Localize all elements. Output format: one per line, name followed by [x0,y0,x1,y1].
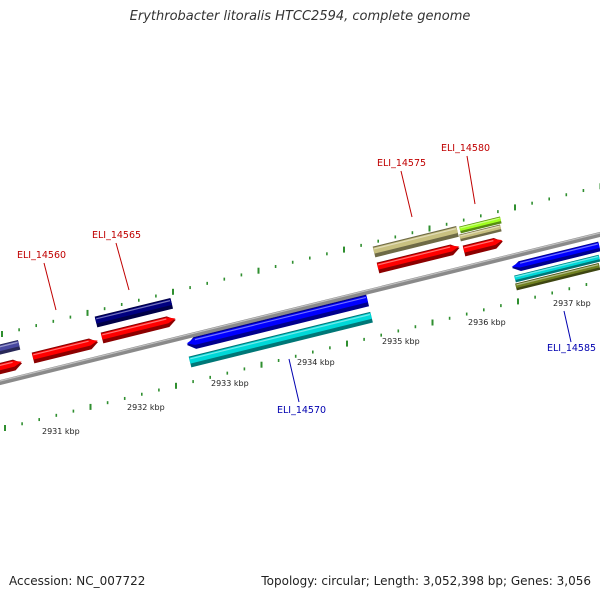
scale-label-2936: 2936 kbp [468,318,506,327]
feature-red-eli-14580 [462,237,503,257]
scale-label-2935: 2935 kbp [382,337,420,346]
accession-label: Accession: NC_007722 [9,574,146,588]
gene-label-eli-14580: ELI_14580 [441,143,490,154]
scale-label-2934: 2934 kbp [297,358,335,367]
scale-label-2931: 2931 kbp [42,427,80,436]
feature-blue-eli-14585 [511,241,600,271]
feature-khaki-eli-14580 [459,224,502,242]
leader-eli-14585 [563,310,572,343]
scale-labels: 2931 kbp 2932 kbp 2933 kbp 2934 kbp 2935… [42,299,591,436]
feature-blue-eli-14570 [186,294,370,349]
leader-eli-14565 [115,242,130,291]
feature-slate-left [0,339,21,357]
tick-row-outer [1,183,600,337]
feature-khaki-eli-14575 [372,226,459,258]
gene-label-eli-14570: ELI_14570 [277,405,326,416]
feature-lime-eli-14580 [459,216,502,234]
feature-red-eli-14565 [100,316,176,344]
gene-label-eli-14585: ELI_14585 [547,343,596,354]
scale-label-2932: 2932 kbp [127,403,165,412]
leader-eli-14580 [466,155,476,205]
feature-red-left [0,359,23,377]
genome-backbone [0,231,600,386]
gene-labels: ELI_14560 ELI_14565 ELI_14570 ELI_14575 … [17,143,596,416]
leader-eli-14570 [288,358,300,403]
gene-label-eli-14560: ELI_14560 [17,250,66,261]
tick-row-inner [4,283,588,431]
feature-cyan-eli-14585 [514,254,600,283]
feature-cyan-eli-14570 [188,311,373,368]
gene-label-eli-14565: ELI_14565 [92,230,141,241]
gene-label-eli-14575: ELI_14575 [377,158,426,169]
leader-eli-14560 [43,262,57,311]
genome-stats-label: Topology: circular; Length: 3,052,398 bp… [261,574,591,588]
feature-red-eli-14560 [31,338,99,364]
feature-navy-eli-14565 [94,297,174,328]
page-title: Erythrobacter litoralis HTCC2594, comple… [129,9,471,24]
scale-label-2933: 2933 kbp [211,379,249,388]
leader-eli-14575 [400,170,413,218]
feature-olive-eli-14585 [515,262,600,291]
feature-red-eli-14575 [376,244,460,274]
scale-label-2937: 2937 kbp [553,299,591,308]
